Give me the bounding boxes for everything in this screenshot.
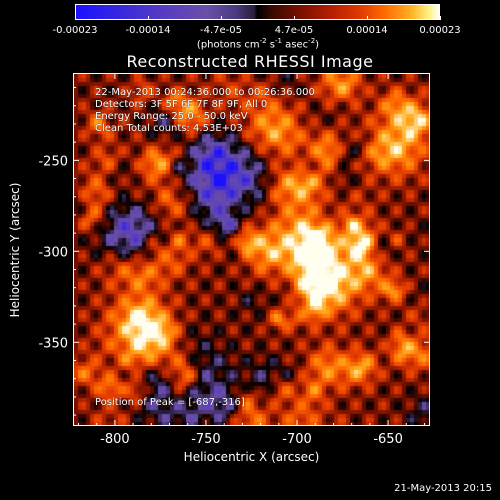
plot-area (73, 73, 430, 426)
colorbar-tick (74, 16, 76, 20)
y-tick-label: -250 (38, 154, 68, 169)
annotation-energy-range: Energy Range: 25.0 - 50.0 keV (95, 111, 248, 122)
colorbar-tick (220, 16, 222, 20)
y-axis-label: Heliocentric Y (arcsec) (8, 182, 22, 318)
colorbar-tick-label: 0.00014 (346, 25, 388, 36)
x-tick-label: -800 (100, 432, 130, 447)
chart-title: Reconstructed RHESSI Image (126, 52, 374, 71)
heatmap-image (74, 74, 429, 425)
colorbar-tick-label: 0.00023 (419, 25, 461, 36)
colorbar-tick (366, 16, 368, 20)
x-tick-label: -700 (282, 432, 312, 447)
footer-timestamp: 21-May-2013 20:15 (394, 483, 492, 494)
colorbar-units: (photons cm-2 s-1 asec-2) (196, 37, 320, 51)
colorbar (75, 4, 440, 20)
colorbar-tick-label: -4.7e-05 (200, 25, 242, 36)
annotation-detectors: Detectors: 3F 5F 6F 7F 8F 9F, All 0 (95, 99, 268, 110)
y-tick-label: -350 (38, 336, 68, 351)
x-tick-label: -750 (191, 432, 221, 447)
colorbar-tick (439, 16, 441, 20)
annotation-peak-position: Position of Peak = [-687,-316] (95, 397, 245, 408)
annotation-clean-counts: Clean Total counts: 4.53E+03 (95, 123, 243, 134)
colorbar-tick (293, 16, 295, 20)
x-axis-label: Heliocentric X (arcsec) (184, 450, 320, 464)
x-tick-label: -650 (373, 432, 403, 447)
colorbar-tick-label: -0.00023 (52, 25, 98, 36)
annotation-time-range: 22-May-2013 00:24:36.000 to 00:26:36.000 (95, 87, 315, 98)
colorbar-tick-label: -0.00014 (125, 25, 171, 36)
colorbar-tick (147, 16, 149, 20)
colorbar-tick-label: 4.7e-05 (274, 25, 314, 36)
y-tick-label: -300 (38, 245, 68, 260)
colorbar-gradient (75, 4, 440, 20)
